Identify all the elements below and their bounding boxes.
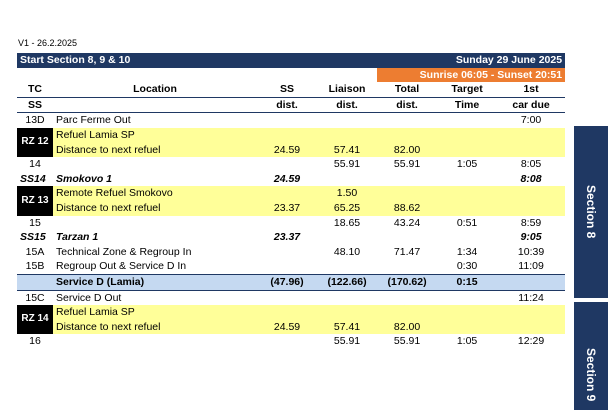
refuel-zone-badge: RZ 13 [17,186,53,216]
sunrise-label: Sunrise 06:05 - Sunset 20:51 [377,67,566,83]
refuel-zone-badge: RZ 12 [17,127,53,158]
col-header-ss: SS [17,97,53,114]
col-header-location: Location [53,82,257,98]
table-row: 13D Parc Ferme Out 7:00 [25,114,542,127]
section-8-side-label: Section 8 [574,126,608,298]
col-header-ss-dist-2: dist. [257,97,317,114]
section-title: Start Section 8, 9 & 10 [17,53,378,68]
stage-row: SS14 Smokovo 1 24.59 8:08 [20,172,542,185]
refuel-row: Distance to next refuel 24.59 57.41 82.0… [17,142,566,158]
col-header-ss-dist: SS [257,82,317,98]
refuel-row: Distance to next refuel 23.37 65.25 88.6… [17,200,566,216]
table-row: 15C Service D Out 11:24 [25,291,544,304]
col-header-total-2: dist. [377,97,438,114]
refuel-row: RZ 14 Refuel Lamia SP [17,305,566,335]
version-label: V1 - 26.2.2025 [18,38,78,48]
col-header-total: Total [377,82,438,98]
table-row: 15B Regroup Out & Service D In 0:30 11:0… [25,260,544,273]
col-header-liaison-2: dist. [317,97,378,114]
refuel-row: RZ 12 Refuel Lamia SP [17,127,566,158]
col-header-liaison: Liaison [317,82,378,98]
col-header-target-2: Time [437,97,498,114]
header-row-2: SS dist. dist. dist. Time car due [17,97,566,114]
col-header-first-car-2: car due [497,97,566,114]
refuel-zone-badge: RZ 14 [17,305,53,335]
stage-row: SS15 Tarzan 1 23.37 9:05 [20,231,542,244]
table-row: 15A Technical Zone & Regroup In 48.10 71… [25,245,545,258]
col-header-first-car: 1st [497,82,566,98]
table-row: 16 55.91 55.91 1:05 12:29 [29,335,545,348]
title-row: Start Section 8, 9 & 10 Sunday 29 June 2… [17,53,566,68]
table-row: 15 18.65 43.24 0:51 8:59 [29,216,542,229]
refuel-row: Distance to next refuel 24.59 57.41 82.0… [17,319,566,335]
col-header-tc: TC [17,82,53,98]
sunrise-row: Sunrise 06:05 - Sunset 20:51 [17,67,566,83]
refuel-row: RZ 13 Remote Refuel Smokovo 1.50 [17,186,566,216]
section-9-side-label: Section 9 [574,302,608,410]
header-row-1: TC Location SS Liaison Total Target 1st [17,82,566,98]
table-row: 14 55.91 55.91 1:05 8:05 [29,158,542,171]
itinerary-table: Start Section 8, 9 & 10 Sunday 29 June 2… [17,53,566,349]
service-row: Service D (Lamia) (47.96) (122.66) (170.… [17,273,566,291]
date-title: Sunday 29 June 2025 [377,53,566,68]
col-header-target: Target [437,82,498,98]
